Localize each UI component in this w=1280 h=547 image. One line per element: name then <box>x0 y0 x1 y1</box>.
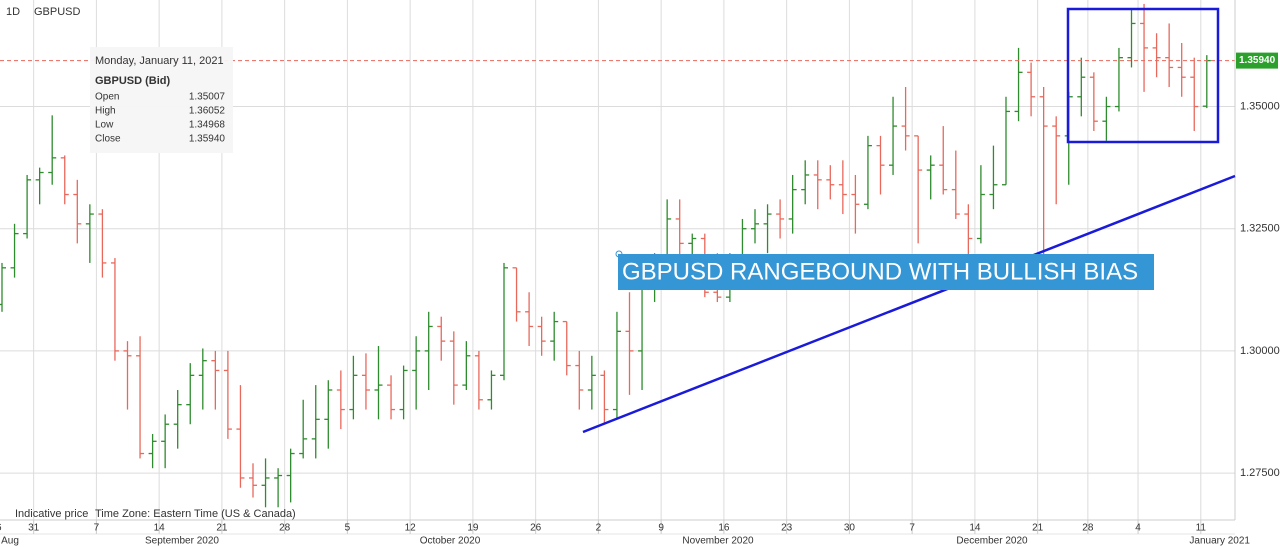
trend-line <box>582 174 1236 434</box>
tooltip-value: 1.35007 <box>189 92 226 103</box>
x-tick-label: 9 <box>658 523 664 534</box>
x-tick-label: 26 <box>0 523 2 534</box>
x-tick-label: 28 <box>279 523 291 534</box>
footer-note: Time Zone: Eastern Time (US & Canada) <box>95 508 296 520</box>
timeframe: 1D <box>6 6 20 18</box>
x-tick-label: 14 <box>969 523 981 534</box>
tooltip-value: 1.34968 <box>189 120 226 131</box>
y-tick-label: 1.27500 <box>1240 467 1280 479</box>
month-label: January 2021 <box>1189 536 1250 547</box>
x-tick-label: 11 <box>1196 523 1207 534</box>
x-tick-label: 16 <box>718 523 730 534</box>
x-tick-label: 28 <box>1082 523 1094 534</box>
y-tick-label: 1.35000 <box>1240 100 1280 112</box>
month-label: November 2020 <box>682 536 754 547</box>
x-tick-label: 14 <box>154 523 166 534</box>
x-tick-label: 2 <box>596 523 602 534</box>
x-tick-label: 4 <box>1135 523 1141 534</box>
x-tick-label: 12 <box>405 523 417 534</box>
y-tick-label: 1.32500 <box>1240 223 1280 235</box>
month-label: September 2020 <box>145 536 219 547</box>
tooltip-label: High <box>95 106 116 117</box>
x-tick-label: 21 <box>1032 523 1044 534</box>
tooltip-label: Open <box>95 92 119 103</box>
last-price-label: 1.35940 <box>1239 55 1276 66</box>
range-box <box>1066 7 1220 144</box>
x-tick-label: 26 <box>530 523 542 534</box>
x-tick-label: 21 <box>216 523 228 534</box>
x-tick-label: 7 <box>94 523 100 534</box>
tooltip-label: Low <box>95 120 114 131</box>
tooltip-value: 1.35940 <box>189 134 226 145</box>
tooltip-label: Close <box>95 134 121 145</box>
annotation: GBPUSD RANGEBOUND WITH BULLISH BIAS <box>622 258 1138 285</box>
symbol: GBPUSD <box>34 6 81 18</box>
tooltip-value: 1.36052 <box>189 106 226 117</box>
tooltip-symbol: GBPUSD (Bid) <box>95 75 171 87</box>
y-tick-label: 1.30000 <box>1240 345 1280 357</box>
month-label: Aug <box>1 536 19 547</box>
x-tick-label: 5 <box>345 523 351 534</box>
x-tick-label: 23 <box>781 523 793 534</box>
annotation-box <box>618 254 1154 290</box>
x-tick-label: 30 <box>844 523 856 534</box>
annotation-handle <box>615 250 623 258</box>
last-price-badge <box>1236 52 1278 69</box>
tooltip-box <box>90 47 233 153</box>
month-label: October 2020 <box>420 536 481 547</box>
tooltip-date: Monday, January 11, 2021 <box>95 55 224 67</box>
x-tick-label: 31 <box>28 523 40 534</box>
footer-note: Indicative price <box>15 508 88 520</box>
x-tick-label: 7 <box>909 523 915 534</box>
month-label: December 2020 <box>956 536 1028 547</box>
x-tick-label: 19 <box>467 523 479 534</box>
